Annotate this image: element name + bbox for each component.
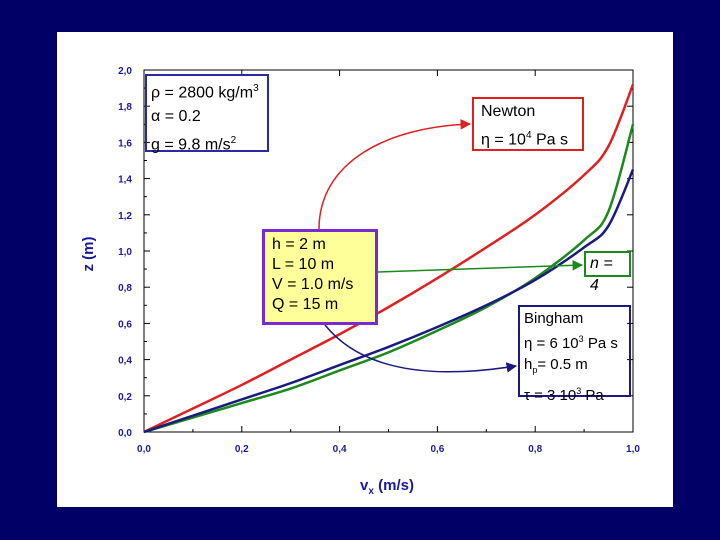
geometry-l: L = 10 m — [272, 256, 335, 273]
y-tick-label: 0,8 — [118, 283, 132, 294]
x-tick-label: 0,2 — [235, 444, 249, 455]
power-law-label: n = 4 — [590, 255, 613, 294]
geometry-v: V = 1.0 m/s — [272, 276, 354, 293]
x-tick-label: 1,0 — [626, 444, 640, 455]
geometry-q: Q = 15 m — [272, 296, 339, 313]
y-tick-label: 1,2 — [118, 211, 132, 222]
bingham-box: Bingham η = 6 103 Pa s hp= 0.5 m τ = 3 1… — [518, 305, 631, 404]
newton-arrow — [318, 119, 472, 230]
x-axis-label-unit: (m/s) — [374, 477, 414, 494]
chart-panel: 0,0 0,2 0,4 0,6 0,8 1,0 0,0 0,2 0,4 0,6 0,8 1,0 1,2 1… — [57, 32, 673, 507]
params-box: ρ = 2800 kg/m3 α = 0.2 g = 9.8 m/s2 — [145, 74, 269, 154]
g-value: g = 9.8 m/s — [151, 136, 231, 154]
bingham-hp-sub: p — [532, 365, 538, 375]
params-alpha-line: α = 0.2 — [151, 105, 263, 129]
params-g-line: g = 9.8 m/s2 — [151, 129, 263, 157]
y-tick-label: 1,8 — [118, 102, 132, 113]
bingham-arrow — [324, 324, 518, 373]
params-rho-line: ρ = 2800 kg/m3 — [151, 77, 263, 105]
newton-eta-exponent: 4 — [525, 130, 532, 141]
bingham-eta-line: η = 6 103 Pa s — [524, 329, 625, 354]
bingham-hp-line: hp= 0.5 m — [524, 354, 625, 381]
bingham-hp-main: h — [524, 356, 533, 373]
power-law-arrow — [377, 260, 584, 273]
x-tick-label: 0,0 — [137, 444, 151, 455]
newton-box: Newton η = 104 Pa s — [472, 97, 584, 151]
alpha-value: = 0.2 — [160, 108, 201, 126]
power-law-box: n = 4 — [584, 251, 631, 294]
bingham-tau-unit: Pa — [581, 387, 604, 404]
x-axis-label: vx (m/s) — [360, 477, 414, 497]
series-line-newton — [143, 84, 635, 434]
bingham-tau-exponent: 3 — [576, 386, 582, 396]
bingham-eta-value: = 6 10 — [532, 335, 579, 352]
series-line-n-4 — [143, 123, 635, 434]
series-layer — [143, 84, 635, 434]
y-tick-label: 1,4 — [118, 175, 132, 186]
bingham-title: Bingham — [524, 310, 584, 327]
bingham-tau-line: τ = 3 103 Pa — [524, 381, 625, 406]
y-tick-label: 1,0 — [118, 247, 132, 258]
y-tick-label: 2,0 — [118, 66, 132, 77]
bingham-hp-value: = 0.5 m — [537, 356, 588, 373]
rho-symbol: ρ — [151, 84, 161, 102]
y-tick-label: 0,4 — [118, 356, 132, 367]
newton-eta-line: η = 104 Pa s — [481, 124, 575, 152]
geometry-box: h = 2 m L = 10 m V = 1.0 m/s Q = 15 m — [262, 229, 378, 325]
newton-title: Newton — [481, 103, 536, 120]
rho-value: = 2800 kg/m — [160, 84, 254, 102]
bingham-eta-unit: Pa s — [583, 335, 618, 352]
annotation-arrows — [318, 119, 584, 373]
y-tick-label: 0,2 — [118, 392, 132, 403]
newton-eta-symbol: η — [481, 131, 490, 149]
y-tick-label: 1,6 — [118, 138, 132, 149]
y-axis-label: z (m) — [80, 237, 97, 272]
newton-eta-unit: Pa s — [531, 131, 568, 149]
bingham-eta-exponent: 3 — [578, 334, 584, 344]
x-axis-label-main: v — [360, 477, 369, 494]
rho-exponent: 3 — [253, 83, 259, 94]
g-exponent: 2 — [230, 135, 237, 147]
bingham-tau-value: = 3 10 — [529, 387, 577, 404]
y-tick-label: 0,6 — [118, 319, 132, 330]
bingham-tau-symbol: τ — [524, 387, 530, 404]
axes-group: 0,0 0,2 0,4 0,6 0,8 1,0 0,0 0,2 0,4 0,6 0,8 1,0 1,2 1… — [118, 66, 640, 455]
geometry-h: h = 2 m — [272, 236, 326, 253]
x-tick-label: 0,6 — [430, 444, 444, 455]
newton-eta-value: = 10 — [489, 131, 526, 149]
bingham-eta-symbol: η — [524, 335, 533, 352]
y-tick-label: 0,0 — [118, 428, 132, 439]
x-axis-label-sub: x — [368, 486, 374, 497]
series-line-bingham — [143, 169, 635, 434]
x-tick-label: 0,4 — [333, 444, 347, 455]
chart-svg: 0,0 0,2 0,4 0,6 0,8 1,0 0,0 0,2 0,4 0,6 0,8 1,0 1,2 1… — [80, 66, 640, 497]
x-tick-label: 0,8 — [528, 444, 542, 455]
alpha-symbol: α — [151, 108, 161, 126]
